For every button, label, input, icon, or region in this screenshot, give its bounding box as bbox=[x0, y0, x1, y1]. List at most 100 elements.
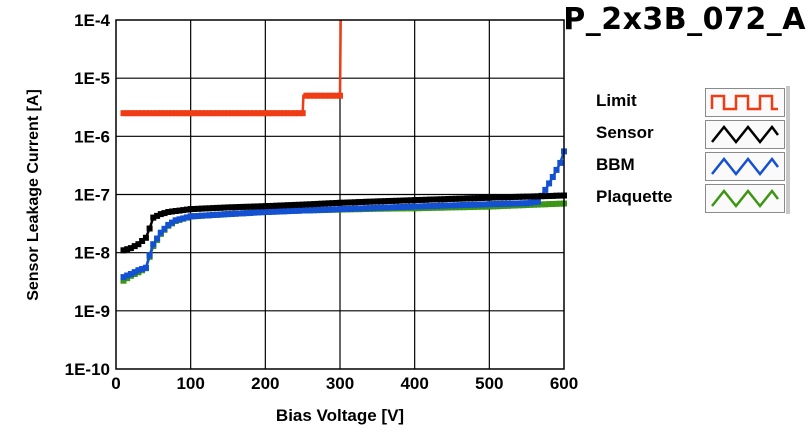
data-point bbox=[172, 217, 179, 224]
data-point bbox=[217, 110, 224, 117]
data-point bbox=[251, 209, 258, 216]
data-point bbox=[292, 207, 299, 214]
data-point bbox=[325, 92, 332, 99]
data-point bbox=[135, 267, 142, 274]
y-tick-labels: 1E-4 1E-5 1E-6 1E-7 1E-8 1E-9 1E-10 bbox=[65, 11, 111, 379]
data-point bbox=[277, 110, 284, 117]
data-point bbox=[239, 110, 246, 117]
data-point bbox=[131, 110, 138, 117]
data-point bbox=[519, 193, 526, 200]
data-point bbox=[493, 201, 500, 207]
data-point bbox=[176, 207, 183, 214]
data-point bbox=[195, 213, 202, 219]
data-point bbox=[213, 204, 220, 211]
data-point bbox=[497, 200, 504, 207]
data-point bbox=[217, 204, 224, 211]
data-point bbox=[273, 208, 280, 215]
data-point bbox=[363, 198, 370, 205]
data-point bbox=[251, 203, 258, 210]
data-point bbox=[191, 110, 198, 117]
data-point bbox=[262, 203, 269, 210]
data-point bbox=[329, 200, 336, 207]
data-point bbox=[449, 195, 455, 202]
data-point bbox=[318, 200, 325, 207]
data-point bbox=[124, 110, 131, 117]
series-bbm bbox=[120, 148, 567, 281]
data-point bbox=[180, 110, 187, 117]
data-point bbox=[344, 205, 351, 212]
data-point bbox=[337, 206, 343, 213]
data-point bbox=[202, 205, 209, 212]
data-point bbox=[519, 200, 526, 207]
data-point bbox=[258, 110, 265, 117]
data-point bbox=[366, 205, 373, 212]
legend-label: Limit bbox=[596, 91, 637, 110]
data-point bbox=[135, 241, 142, 248]
data-point bbox=[288, 202, 295, 209]
data-point bbox=[254, 203, 261, 210]
data-point bbox=[236, 204, 243, 210]
data-point bbox=[292, 110, 299, 117]
data-point bbox=[325, 200, 332, 207]
y-tick-label: 1E-6 bbox=[74, 127, 110, 146]
data-point bbox=[366, 198, 373, 205]
data-point bbox=[404, 203, 411, 210]
data-point bbox=[150, 214, 157, 221]
data-point bbox=[120, 110, 127, 117]
data-point bbox=[169, 219, 175, 226]
legend-item-sensor: Sensor bbox=[588, 118, 786, 150]
data-point bbox=[195, 110, 202, 117]
data-point bbox=[221, 204, 228, 211]
data-point bbox=[538, 201, 545, 208]
data-point bbox=[557, 200, 564, 207]
data-point bbox=[538, 193, 545, 200]
data-point bbox=[127, 110, 134, 117]
data-point bbox=[355, 199, 362, 206]
data-point bbox=[407, 203, 414, 210]
data-point bbox=[363, 205, 370, 212]
x-tick-labels: 0 100 200 300 400 500 600 bbox=[111, 374, 578, 393]
data-point bbox=[217, 211, 224, 218]
data-point bbox=[348, 205, 355, 212]
data-point bbox=[183, 206, 190, 213]
data-point bbox=[456, 202, 463, 209]
data-point bbox=[273, 202, 280, 209]
data-point bbox=[434, 202, 441, 209]
data-point bbox=[307, 201, 314, 208]
data-point bbox=[553, 192, 560, 199]
data-point bbox=[437, 196, 444, 203]
data-point bbox=[422, 203, 429, 210]
data-point bbox=[516, 193, 523, 200]
data-point bbox=[154, 212, 161, 219]
data-point bbox=[512, 200, 519, 207]
data-point bbox=[180, 207, 187, 214]
data-point bbox=[232, 204, 239, 211]
data-point bbox=[299, 201, 306, 208]
data-point bbox=[441, 202, 448, 209]
data-point bbox=[322, 206, 329, 213]
data-point bbox=[307, 207, 314, 214]
data-point bbox=[370, 205, 377, 211]
data-point bbox=[557, 159, 564, 166]
data-point bbox=[198, 212, 205, 219]
data-point bbox=[404, 197, 411, 204]
data-point bbox=[161, 210, 168, 217]
triangle-wave-icon bbox=[705, 120, 785, 149]
data-point bbox=[127, 245, 134, 252]
data-point bbox=[180, 215, 187, 222]
data-point bbox=[254, 110, 261, 117]
data-point bbox=[239, 203, 246, 210]
data-point bbox=[314, 207, 321, 213]
data-point bbox=[493, 194, 500, 201]
triangle-wave-icon bbox=[705, 184, 785, 213]
data-point bbox=[269, 208, 276, 215]
data-point bbox=[269, 202, 276, 209]
data-point bbox=[295, 207, 302, 214]
data-point bbox=[385, 204, 392, 211]
data-point bbox=[426, 196, 433, 203]
data-point bbox=[183, 214, 190, 221]
data-point bbox=[463, 201, 470, 208]
x-tick-label: 400 bbox=[400, 374, 428, 393]
data-point bbox=[247, 203, 254, 210]
